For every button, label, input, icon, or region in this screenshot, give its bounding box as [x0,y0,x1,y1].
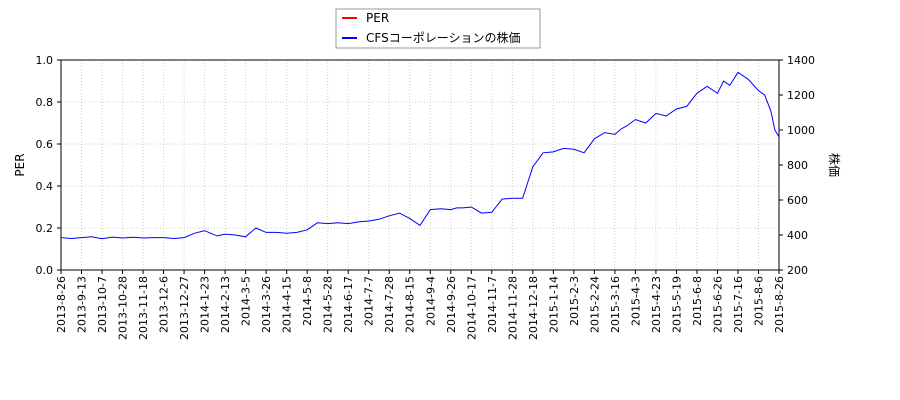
x-tick-label: 2014-9-4 [424,276,437,326]
x-tick-label: 2014-5-28 [322,276,335,333]
right-tick-label: 600 [787,194,808,207]
left-tick-label: 0.4 [36,180,54,193]
x-tick-label: 2014-6-17 [342,276,355,333]
x-tick-label: 2013-10-28 [117,276,130,340]
left-tick-label: 0.2 [36,222,54,235]
x-tick-label: 2013-9-13 [76,276,89,333]
x-tick-label: 2013-11-18 [137,276,150,340]
right-axis-title: 株価 [827,153,842,177]
x-tick-label: 2015-4-23 [650,276,663,333]
left-axis-ticks: 0.0 0.2 0.4 0.6 0.8 1.0 [36,54,61,277]
left-tick-label: 0.6 [36,138,54,151]
x-tick-label: 2013-12-27 [178,276,191,340]
x-tick-label: 2014-12-18 [527,276,540,340]
x-tick-label: 2014-2-13 [219,276,232,333]
x-tick-label: 2015-7-16 [732,276,745,333]
x-tick-label: 2015-4-3 [629,276,642,326]
right-axis-ticks: 200 400 600 800 1000 1200 1400 [779,54,815,277]
series-layer [60,71,780,240]
left-axis-title: PER [13,153,27,176]
x-tick-label: 2015-6-8 [691,276,704,326]
legend-label-price: CFSコーポレーションの株価 [366,30,520,45]
left-tick-label: 0.0 [36,264,54,277]
x-tick-label: 2015-3-16 [609,276,622,333]
x-tick-label: 2013-8-26 [55,276,68,333]
right-tick-label: 1000 [787,124,815,137]
x-tick-label: 2014-9-26 [445,276,458,333]
x-tick-label: 2015-2-24 [588,276,601,333]
x-tick-label: 2014-11-7 [486,276,499,333]
x-tick-label: 2014-4-15 [281,276,294,333]
right-tick-label: 800 [787,159,808,172]
x-tick-label: 2015-8-6 [752,276,765,326]
right-tick-label: 200 [787,264,808,277]
x-tick-label: 2015-2-3 [568,276,581,326]
legend-label-per: PER [366,11,389,25]
left-tick-label: 1.0 [36,54,54,67]
x-tick-label: 2014-7-28 [383,276,396,333]
grid-lines [60,59,780,271]
x-tick-label: 2015-1-14 [547,276,560,333]
left-tick-label: 0.8 [36,96,54,109]
x-tick-label: 2014-1-23 [199,276,212,333]
x-tick-label: 2014-11-28 [506,276,519,340]
x-axis-ticks: 2013-8-26 2013-9-13 2013-10-7 2013-10-28 201… [55,270,786,340]
x-tick-label: 2015-5-19 [670,276,683,333]
x-tick-label: 2014-5-8 [301,276,314,326]
x-tick-label: 2013-12-6 [158,276,171,333]
x-tick-label: 2014-10-17 [465,276,478,340]
x-tick-label: 2015-8-26 [773,276,786,333]
x-tick-label: 2014-7-7 [363,276,376,326]
right-tick-label: 1200 [787,89,815,102]
right-tick-label: 1400 [787,54,815,67]
legend-box [335,8,541,49]
x-tick-label: 2014-3-26 [260,276,273,333]
x-tick-label: 2014-3-5 [240,276,253,326]
legend: PER CFSコーポレーションの株価 [335,8,541,49]
x-tick-label: 2015-6-26 [711,276,724,333]
x-tick-label: 2014-8-15 [404,276,417,333]
right-tick-label: 400 [787,229,808,242]
series-line-price [60,71,780,240]
x-tick-label: 2013-10-7 [96,276,109,333]
